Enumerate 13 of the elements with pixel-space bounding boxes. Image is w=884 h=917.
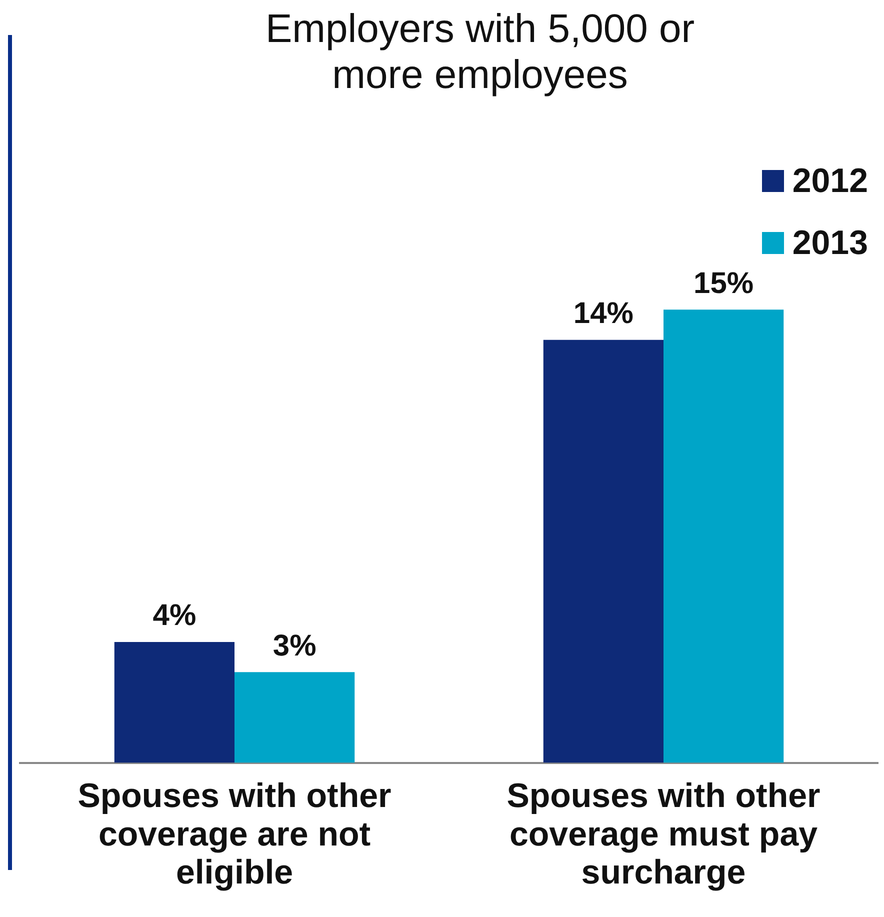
bar bbox=[543, 340, 664, 763]
bar bbox=[234, 672, 355, 763]
data-label: 14% bbox=[573, 297, 634, 330]
x-tick-label: Spouses with other coverage must pay surcharge bbox=[506, 777, 820, 892]
legend-label: 2012 bbox=[792, 162, 868, 200]
chart-title: Employers with 5,000 or more employees bbox=[264, 6, 696, 98]
x-tick-label: Spouses with other coverage are not eligible bbox=[78, 777, 392, 892]
bar bbox=[114, 642, 234, 763]
legend-label: 2013 bbox=[792, 224, 868, 262]
data-label: 3% bbox=[272, 629, 316, 662]
bar bbox=[664, 310, 784, 763]
data-label: 15% bbox=[694, 266, 754, 300]
data-label: 4% bbox=[152, 599, 196, 632]
